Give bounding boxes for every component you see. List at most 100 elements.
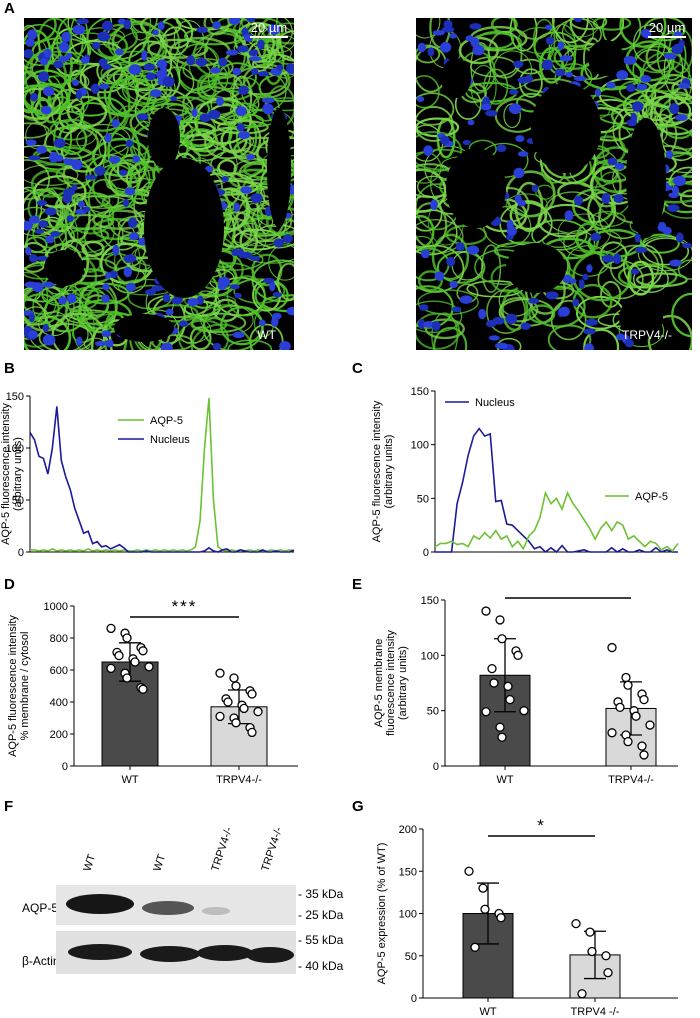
membrane-mark	[196, 74, 217, 101]
nucleus-mark	[585, 318, 598, 326]
nucleus-mark	[467, 119, 475, 126]
nucleus-mark	[478, 308, 487, 320]
nucleus-mark	[557, 41, 565, 50]
nucleus-mark	[43, 48, 52, 58]
nucleus-mark	[417, 42, 427, 53]
series-line-aqp-5	[30, 398, 295, 552]
membrane-mark	[531, 219, 588, 251]
nucleus-mark	[25, 38, 35, 47]
nucleus-mark	[459, 295, 473, 304]
nucleus-mark	[162, 76, 175, 88]
data-point	[489, 678, 499, 688]
nucleus-mark	[440, 41, 452, 53]
nucleus-mark	[286, 306, 294, 316]
nucleus-mark	[90, 83, 100, 94]
nucleus-mark	[82, 206, 91, 213]
nucleus-mark	[122, 198, 130, 208]
nucleus-mark	[674, 114, 688, 122]
nucleus-mark	[76, 336, 83, 346]
data-point	[470, 942, 480, 952]
nucleus-mark	[590, 232, 602, 242]
nucleus-mark	[572, 298, 580, 307]
chart-g-aqp5-expression: 0 50 100 150 200 AQP-5 expression (% of WT) WT…	[376, 816, 678, 1018]
membrane-mark	[147, 38, 209, 59]
membrane-mark	[483, 206, 532, 248]
data-point	[497, 732, 507, 742]
membrane-mark	[88, 178, 120, 219]
membrane-mark	[679, 189, 692, 208]
nucleus-mark	[430, 199, 438, 211]
lane-label: WT	[81, 853, 98, 873]
nucleus-mark	[606, 81, 616, 89]
nucleus-mark	[80, 56, 90, 64]
data-point	[122, 633, 132, 643]
data-point	[645, 720, 655, 730]
nucleus-mark	[517, 151, 529, 157]
y-axis-label: AQP-5 expression (% of WT)	[376, 843, 388, 985]
nucleus-mark	[55, 154, 64, 162]
nucleus-mark	[514, 194, 522, 204]
panel-label-d: D	[4, 576, 15, 593]
nucleus-mark	[105, 339, 114, 348]
band-actin	[140, 946, 200, 962]
y-tick-label: 600	[50, 665, 68, 677]
nucleus-mark	[673, 175, 687, 187]
y-axis-label: AQP-5 membrane	[373, 639, 385, 728]
membrane-mark	[509, 18, 538, 52]
nucleus-mark	[276, 64, 284, 71]
membrane-mark	[417, 270, 443, 292]
data-point	[623, 737, 633, 747]
x-tick-label: TRPV4-/-	[608, 774, 654, 786]
nucleus-mark	[132, 155, 140, 163]
y-tick-label: 200	[50, 729, 68, 741]
data-point	[114, 650, 124, 661]
nucleus-mark	[582, 273, 589, 281]
nucleus-mark	[125, 139, 134, 148]
data-point	[496, 913, 506, 923]
nucleus-mark	[152, 29, 160, 36]
legend-label-aqp5: AQP-5	[635, 491, 668, 503]
data-point	[106, 623, 116, 634]
nucleus-mark	[675, 232, 684, 243]
nucleus-mark	[179, 320, 189, 327]
membrane-mark	[112, 63, 174, 92]
membrane-mark	[203, 18, 230, 36]
band-aqp5	[142, 901, 194, 915]
membrane-mark	[528, 304, 556, 324]
nucleus-mark	[63, 188, 75, 196]
membrane-mark	[217, 62, 257, 93]
membrane-mark	[140, 18, 182, 37]
membrane-mark	[67, 286, 109, 320]
western-blot: WT WT TRPV4-/- TRPV4-/- AQP-5 β-Actin - 35 kDa…	[22, 825, 344, 974]
membrane-mark	[235, 118, 258, 157]
membrane-mark	[233, 278, 286, 304]
data-point	[478, 883, 488, 893]
y-tick-label: 1000	[44, 601, 68, 613]
membrane-mark	[645, 81, 689, 108]
data-point	[138, 646, 148, 656]
nucleus-mark	[98, 83, 110, 90]
membrane-mark	[633, 24, 666, 64]
nucleus-mark	[212, 342, 222, 350]
nucleus-mark	[528, 297, 540, 304]
airspace	[506, 243, 566, 293]
y-tick-label: 0	[18, 547, 24, 559]
membrane-mark	[619, 18, 667, 48]
nucleus-mark	[432, 30, 445, 36]
nucleus-mark	[446, 256, 456, 267]
data-point	[122, 673, 132, 683]
nucleus-mark	[104, 133, 112, 143]
nucleus-mark	[419, 304, 429, 311]
nucleus-mark	[92, 41, 101, 50]
nucleus-mark	[205, 165, 214, 173]
band-actin	[246, 947, 294, 963]
nucleus-mark	[601, 192, 611, 204]
membrane-mark	[416, 105, 454, 142]
nucleus-mark	[66, 52, 73, 59]
nucleus-mark	[208, 109, 221, 120]
nucleus-mark	[607, 157, 618, 166]
nucleus-mark	[128, 232, 140, 241]
airspace	[626, 118, 666, 238]
nucleus-mark	[578, 279, 585, 290]
nucleus-mark	[229, 18, 241, 25]
